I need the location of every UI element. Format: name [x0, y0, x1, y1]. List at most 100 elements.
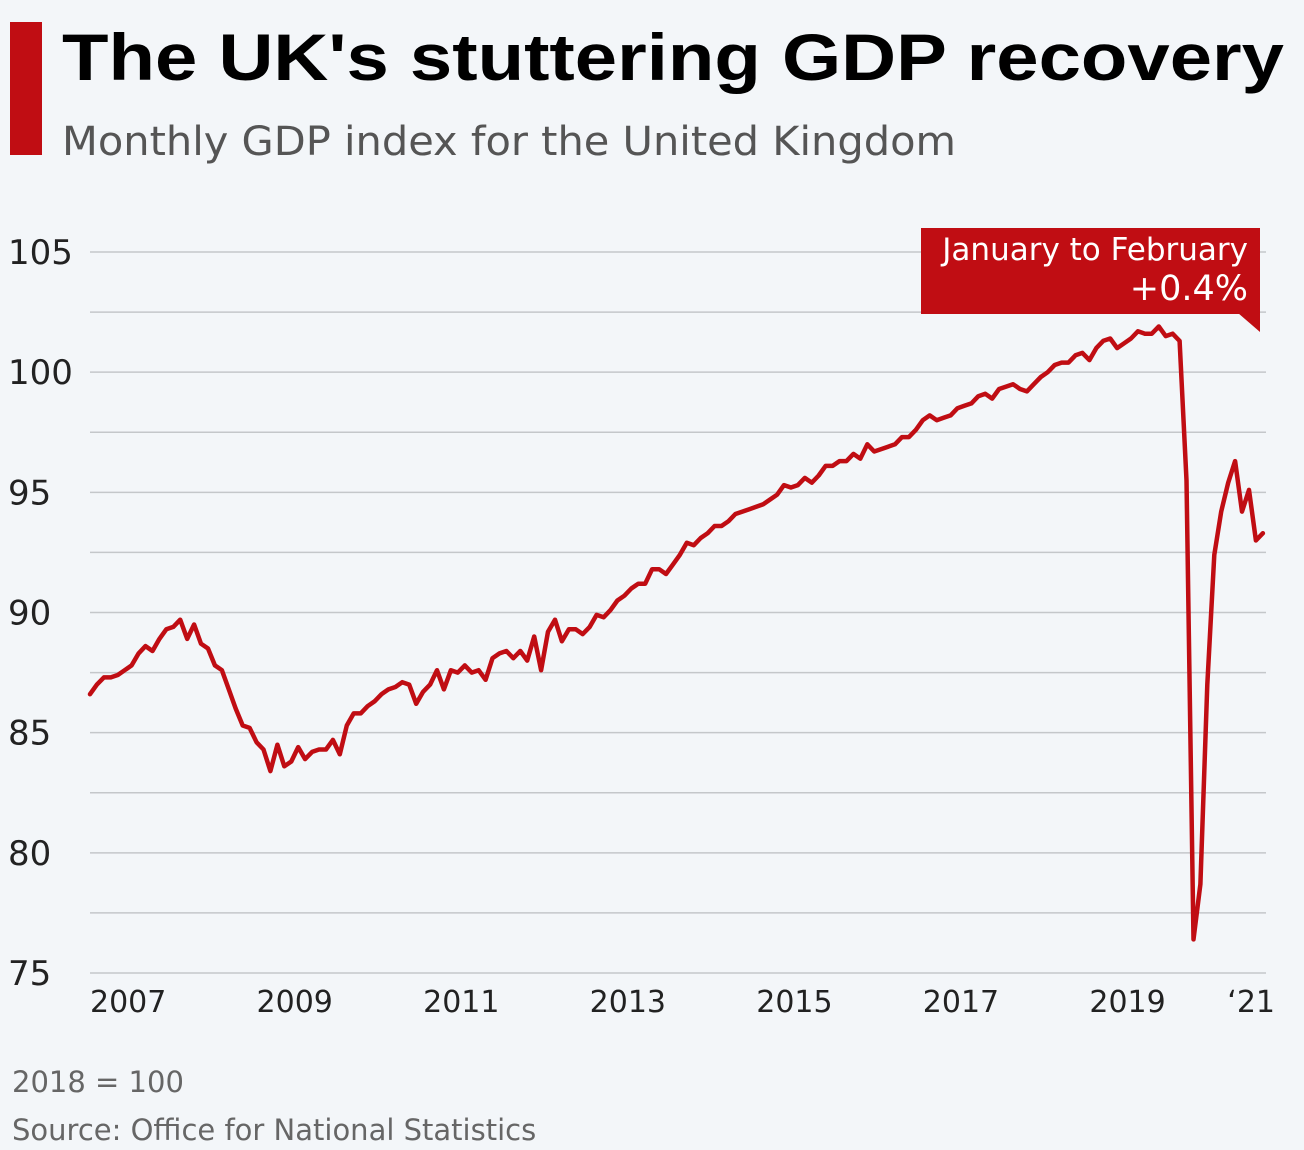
- data-point: [1067, 361, 1071, 365]
- data-point: [484, 678, 488, 682]
- data-point: [969, 401, 973, 405]
- data-point: [1011, 382, 1015, 386]
- data-point: [713, 524, 717, 528]
- data-point: [532, 635, 536, 639]
- data-point: [942, 416, 946, 420]
- data-point: [546, 630, 550, 634]
- x-tick-label: 2007: [90, 985, 166, 1020]
- y-tick-label: 90: [8, 594, 51, 634]
- data-point: [879, 447, 883, 451]
- data-point: [88, 692, 92, 696]
- data-point: [102, 675, 106, 679]
- data-point: [560, 639, 564, 643]
- data-point: [1094, 346, 1098, 350]
- data-point: [359, 711, 363, 715]
- data-point: [366, 704, 370, 708]
- data-point: [137, 651, 141, 655]
- title-accent-bar: [10, 22, 42, 155]
- data-point: [740, 510, 744, 514]
- data-point: [1046, 370, 1050, 374]
- data-point: [935, 418, 939, 422]
- data-point: [164, 627, 168, 631]
- x-tick-label: 2017: [923, 985, 999, 1020]
- y-tick-label: 75: [8, 954, 51, 994]
- data-point: [1136, 329, 1140, 333]
- data-point: [629, 587, 633, 591]
- data-point: [1039, 375, 1043, 379]
- data-point: [553, 618, 557, 622]
- data-point: [1129, 337, 1133, 341]
- data-point: [643, 582, 647, 586]
- data-point: [782, 483, 786, 487]
- chart-subtitle: Monthly GDP index for the United Kingdom: [62, 119, 956, 165]
- data-point: [921, 418, 925, 422]
- data-point: [949, 413, 953, 417]
- data-point: [602, 615, 606, 619]
- data-point: [199, 642, 203, 646]
- data-point: [442, 687, 446, 691]
- x-tick-label: 2019: [1089, 985, 1165, 1020]
- data-point: [504, 649, 508, 653]
- data-point: [609, 608, 613, 612]
- data-point: [400, 680, 404, 684]
- data-point: [407, 683, 411, 687]
- data-point: [463, 663, 467, 667]
- data-point: [414, 702, 418, 706]
- data-point: [574, 627, 578, 631]
- data-point: [1254, 538, 1258, 542]
- data-point: [1087, 358, 1091, 362]
- base-year-note: 2018 = 100: [12, 1065, 184, 1099]
- data-point: [845, 459, 849, 463]
- data-point: [331, 738, 335, 742]
- x-tick-label: ‘21: [1227, 985, 1275, 1020]
- data-point: [1032, 382, 1036, 386]
- data-point: [477, 668, 481, 672]
- data-point: [595, 613, 599, 617]
- data-point: [1198, 882, 1202, 886]
- data-point: [1164, 334, 1168, 338]
- annotation-line1: January to February: [940, 232, 1248, 268]
- x-tick-label: 2013: [590, 985, 666, 1020]
- data-point: [491, 656, 495, 660]
- data-point: [803, 476, 807, 480]
- data-point: [1205, 683, 1209, 687]
- data-point: [130, 663, 134, 667]
- data-point: [109, 675, 113, 679]
- y-tick-label: 80: [8, 834, 51, 874]
- data-point: [775, 493, 779, 497]
- data-point: [678, 553, 682, 557]
- data-point: [1122, 341, 1126, 345]
- series-gdp-index: [87, 324, 1266, 942]
- data-point: [525, 659, 529, 663]
- y-tick-label: 95: [8, 473, 51, 513]
- data-point: [872, 450, 876, 454]
- data-point: [1240, 510, 1244, 514]
- data-point: [303, 757, 307, 761]
- data-point: [824, 464, 828, 468]
- data-point: [1074, 353, 1078, 357]
- x-tick-label: 2011: [423, 985, 499, 1020]
- data-point: [581, 632, 585, 636]
- data-point: [699, 536, 703, 540]
- data-point: [838, 459, 842, 463]
- annotation-box: [921, 228, 1260, 314]
- data-point: [692, 543, 696, 547]
- data-point: [421, 690, 425, 694]
- data-point: [234, 707, 238, 711]
- y-tick-label: 85: [8, 714, 51, 754]
- data-point: [498, 651, 502, 655]
- data-point: [650, 567, 654, 571]
- data-point: [144, 644, 148, 648]
- data-point: [1219, 510, 1223, 514]
- data-point: [664, 572, 668, 576]
- data-point: [539, 668, 543, 672]
- x-tick-label: 2015: [756, 985, 832, 1020]
- chart-title: The UK's stuttering GDP recovery: [62, 20, 1284, 94]
- data-point: [1143, 332, 1147, 336]
- data-point: [914, 428, 918, 432]
- data-point: [213, 663, 217, 667]
- data-point: [1212, 553, 1216, 557]
- x-axis-ticks: 2007 2009 2011 2013 2015 2017 2019 ‘21: [90, 985, 1275, 1020]
- data-point: [1192, 937, 1196, 941]
- data-point: [116, 673, 120, 677]
